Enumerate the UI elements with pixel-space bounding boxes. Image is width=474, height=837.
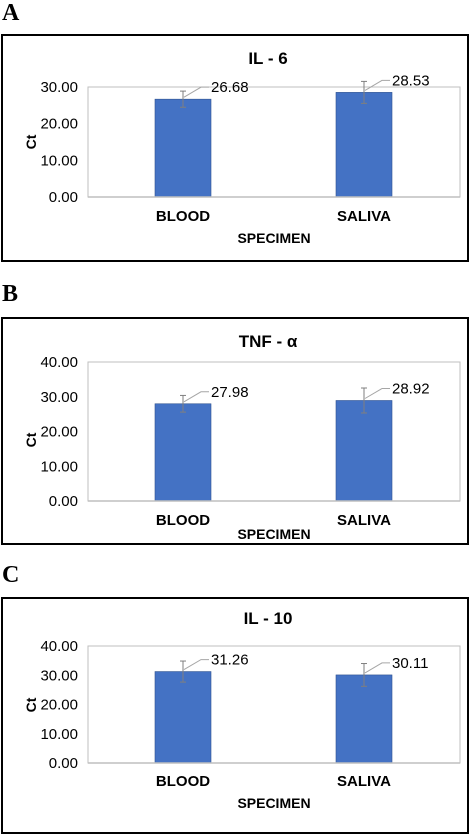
data-label: 28.53 (392, 72, 430, 89)
panel-letter-a: A (2, 0, 20, 26)
chart-title: TNF - α (239, 332, 298, 351)
y-tick-label: 30.00 (40, 667, 78, 684)
y-tick-label: 40.00 (40, 354, 78, 371)
y-tick-label: 20.00 (40, 424, 78, 441)
plot-area (87, 86, 461, 198)
y-tick-label: 0.00 (49, 755, 78, 772)
data-label-leader (364, 662, 390, 674)
data-label: 30.11 (392, 655, 428, 672)
category-label: SALIVA (337, 208, 391, 225)
y-tick-label: 0.00 (49, 189, 78, 206)
bar-blood (154, 403, 212, 502)
y-tick-label: 10.00 (40, 726, 78, 743)
data-label: 26.68 (211, 79, 249, 96)
data-label: 27.98 (211, 384, 249, 401)
y-axis-label: Ct (23, 697, 39, 712)
bar-blood (154, 98, 212, 198)
y-tick-label: 40.00 (40, 638, 78, 655)
bar-blood (154, 671, 212, 764)
x-axis-label: SPECIMEN (237, 526, 310, 542)
bar-saliva (335, 400, 393, 502)
x-axis-label: SPECIMEN (237, 795, 310, 811)
y-tick-label: 20.00 (40, 697, 78, 714)
category-label: BLOOD (156, 208, 210, 225)
panel-letter-b: B (2, 281, 19, 307)
data-label: 28.92 (392, 381, 430, 398)
y-tick-label: 0.00 (49, 493, 78, 510)
y-tick-label: 30.00 (40, 389, 78, 406)
data-label-leader (364, 388, 390, 399)
category-label: SALIVA (337, 773, 391, 790)
panel-letter-c: C (2, 562, 20, 588)
data-label-leader (183, 659, 209, 670)
category-label: SALIVA (337, 512, 391, 529)
x-axis-label: SPECIMEN (237, 230, 310, 246)
category-label: BLOOD (156, 512, 210, 529)
y-axis-label: Ct (23, 432, 39, 447)
data-label-leader (364, 79, 390, 91)
y-axis-label: Ct (23, 134, 39, 149)
bar-saliva (335, 674, 393, 764)
chart-title: IL - 10 (244, 609, 293, 628)
data-label-leader (183, 391, 209, 403)
bar-saliva (335, 92, 393, 198)
y-tick-label: 10.00 (40, 152, 78, 169)
data-label: 31.26 (211, 652, 249, 669)
category-label: BLOOD (156, 773, 210, 790)
data-label-leader (183, 86, 209, 98)
y-tick-label: 30.00 (40, 79, 78, 96)
chart-title: IL - 6 (248, 49, 287, 68)
y-tick-label: 20.00 (40, 116, 78, 133)
y-tick-label: 10.00 (40, 458, 78, 475)
